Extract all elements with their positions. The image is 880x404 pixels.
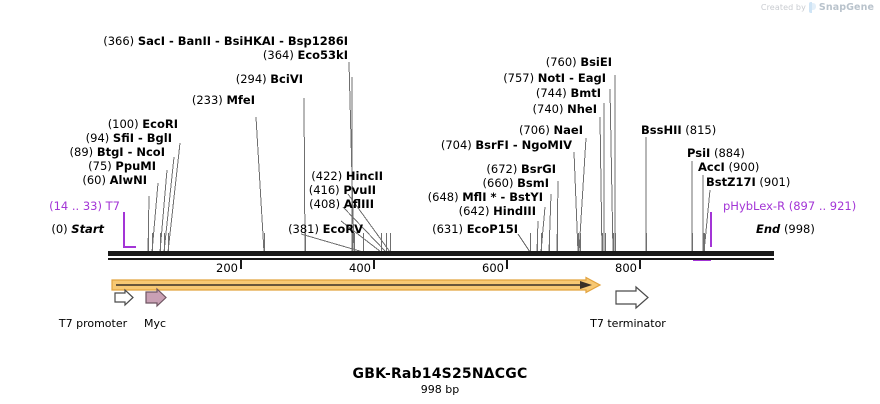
- enzyme-label-672: (672) BsrGI: [486, 162, 556, 176]
- enzyme-label-704: (704) BsrFI - NgoMIV: [440, 138, 572, 152]
- primer-label-phyblex-r: pHybLex-R (897 .. 921): [723, 199, 857, 213]
- enzyme-label-901: BstZ17I (901): [706, 175, 791, 189]
- cut-tick-631: [530, 233, 531, 252]
- leader-line-631: [517, 233, 531, 253]
- cut-tick-704: [578, 233, 579, 252]
- t7-promoter-label: T7 promoter: [58, 317, 128, 330]
- cds-arrow: [111, 276, 602, 294]
- enzyme-label-760: (760) BsiEI: [545, 55, 612, 69]
- leader-line-94: [163, 156, 175, 253]
- cut-tick-94: [164, 233, 165, 252]
- ruler-tick-mark-800: [639, 259, 641, 269]
- ruler-tick-label-400: 400: [349, 261, 371, 275]
- cut-tick-416: [386, 233, 387, 252]
- cut-tick-884: [692, 233, 693, 252]
- cut-tick-660: [549, 233, 550, 252]
- cut-tick-100: [168, 233, 169, 252]
- enzyme-label-900: AccI (900): [698, 160, 760, 174]
- enzyme-label-757: (757) NotI - EagI: [503, 71, 606, 85]
- cut-tick-757: [613, 233, 614, 252]
- ruler-tick-mark-200: [240, 259, 242, 269]
- cut-tick-89: [160, 233, 161, 252]
- enzyme-label-60: (60) AlwNI: [82, 173, 147, 187]
- primer-bracket-t7: [123, 212, 136, 248]
- cut-tick-233: [264, 233, 265, 252]
- enzyme-label-422: (422) HincII: [311, 169, 383, 183]
- cut-tick-648: [541, 233, 542, 252]
- ruler-tick-mark-600: [506, 259, 508, 269]
- start-label: (0) Start: [51, 222, 104, 236]
- t7-terminator-label: T7 terminator: [590, 317, 666, 330]
- enzyme-label-631: (631) EcoP15I: [432, 222, 518, 236]
- cut-tick-364: [352, 233, 353, 252]
- ruler-tick-mark-400: [373, 259, 375, 269]
- snapgene-watermark: Created by SnapGene: [761, 2, 874, 13]
- cut-tick-706: [580, 233, 581, 252]
- myc-tag-arrow-icon: [145, 287, 167, 308]
- cut-tick-901: [704, 233, 705, 252]
- enzyme-label-408: (408) AflIII: [309, 197, 374, 211]
- enzyme-label-815: BssHII (815): [641, 123, 717, 137]
- cut-tick-422: [390, 233, 391, 252]
- leader-line-100: [167, 142, 181, 253]
- enzyme-label-740: (740) NheI: [532, 102, 597, 116]
- end-label: End (998): [756, 222, 815, 236]
- cut-tick-760: [615, 233, 616, 252]
- leader-line-757: [609, 88, 614, 253]
- cut-tick-294: [305, 233, 306, 252]
- cut-tick-408: [381, 233, 382, 252]
- enzyme-label-294: (294) BciVI: [235, 72, 303, 86]
- enzyme-label-884: PsiI (884): [687, 146, 745, 160]
- enzyme-label-89: (89) BtgI - NcoI: [69, 145, 165, 159]
- cut-tick-642: [537, 233, 538, 252]
- enzyme-label-648: (648) MflI * - BstYI: [427, 190, 543, 204]
- enzyme-label-75: (75) PpuMI: [88, 159, 156, 173]
- enzyme-label-366: (366) SacI - BanII - BsiHKAI - Bsp1286I: [103, 34, 348, 48]
- sequence-length-label: 998 bp: [420, 383, 460, 396]
- snapgene-logo-icon: [808, 2, 816, 13]
- myc-tag-label: Myc: [143, 317, 167, 330]
- enzyme-label-642: (642) HindIII: [458, 204, 536, 218]
- t7-terminator-arrow-icon: [615, 285, 649, 310]
- cut-tick-744: [605, 233, 606, 252]
- watermark-brand: SnapGene: [818, 2, 874, 13]
- leader-line-740: [599, 116, 603, 253]
- enzyme-label-381: (381) EcoRV: [288, 222, 363, 236]
- t7-promoter-arrow-icon: [114, 288, 134, 307]
- enzyme-label-706: (706) NaeI: [518, 123, 583, 137]
- backbone-bar: [108, 251, 774, 256]
- primer-label-t7: (14 .. 33) T7: [49, 199, 120, 213]
- enzyme-label-660: (660) BsmI: [482, 176, 549, 190]
- ruler-tick-label-600: 600: [482, 261, 504, 275]
- cut-tick-60: [148, 233, 149, 252]
- page-title: GBK-Rab14S25NΔCGC: [352, 366, 528, 382]
- cut-tick-672: [557, 233, 558, 252]
- enzyme-label-364: (364) Eco53kI: [262, 48, 348, 62]
- cut-tick-366: [354, 233, 355, 252]
- cut-tick-815: [646, 233, 647, 252]
- ruler-tick-label-200: 200: [216, 261, 238, 275]
- enzyme-label-94: (94) SfiI - BglI: [85, 131, 172, 145]
- ruler-tick-label-800: 800: [615, 261, 637, 275]
- leader-line-233: [255, 116, 265, 253]
- enzyme-label-416: (416) PvuII: [308, 183, 376, 197]
- cut-tick-381: [363, 233, 364, 252]
- watermark-prefix: Created by: [760, 3, 806, 12]
- enzyme-label-100: (100) EcoRI: [107, 117, 178, 131]
- cut-tick-900: [703, 233, 704, 252]
- enzyme-label-233: (233) MfeI: [191, 93, 255, 107]
- cut-tick-740: [602, 233, 603, 252]
- cut-tick-75: [152, 233, 153, 252]
- enzyme-label-744: (744) BmtI: [535, 86, 601, 100]
- backbone-ruler-line: [108, 258, 774, 260]
